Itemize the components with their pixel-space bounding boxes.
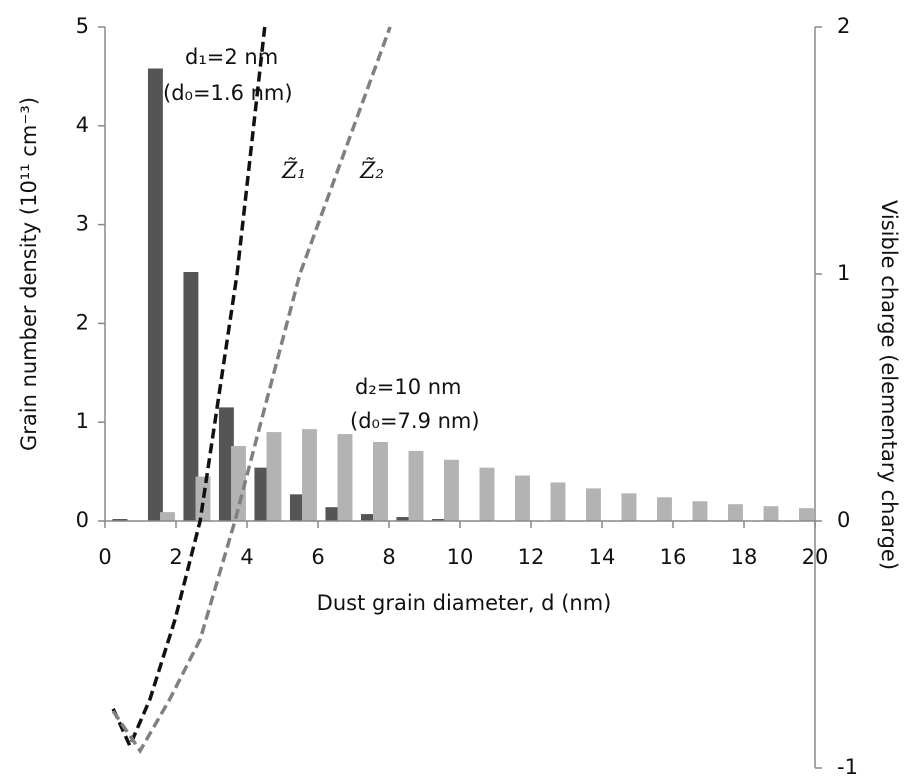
bar	[302, 429, 317, 521]
bar	[160, 512, 175, 521]
bar	[692, 501, 708, 521]
y-tick-label: 2	[76, 310, 89, 334]
bar	[195, 476, 211, 521]
bar	[408, 450, 424, 521]
bar	[444, 459, 459, 521]
y2-tick-label: 2	[837, 14, 850, 38]
bar	[550, 482, 566, 521]
bar	[254, 467, 270, 521]
bar	[231, 445, 246, 521]
x-tick-label: 18	[731, 545, 758, 569]
bar	[799, 508, 814, 521]
y-tick-label: 4	[76, 113, 89, 137]
x-tick-label: 2	[169, 545, 182, 569]
bar	[373, 441, 388, 521]
bar	[431, 519, 447, 521]
x-tick-label: 20	[802, 545, 829, 569]
y2-tick-label: -1	[837, 755, 858, 778]
curve-label: Z̃₁	[281, 158, 306, 184]
bar	[621, 493, 637, 521]
bar	[657, 497, 672, 521]
x-tick-label: 14	[589, 545, 616, 569]
bar	[360, 514, 376, 521]
bar	[218, 407, 234, 521]
annotation: (d₀=7.9 nm)	[350, 409, 480, 433]
x-tick-label: 4	[240, 545, 253, 569]
bar	[183, 272, 199, 521]
y2-tick-label: 1	[837, 261, 850, 285]
bar	[325, 507, 341, 521]
y-axis-label: Grain number density (10¹¹ cm⁻³)	[17, 97, 41, 451]
y-tick-label: 0	[76, 508, 89, 532]
x-axis-label: Dust grain diameter, d (nm)	[317, 591, 612, 615]
charge-curve	[111, 26, 392, 755]
bar	[515, 475, 530, 521]
x-tick-label: 8	[382, 545, 395, 569]
y-tick-label: 5	[76, 14, 89, 38]
bar	[112, 519, 128, 521]
y-tick-label: 3	[76, 212, 89, 236]
bar	[337, 434, 353, 521]
x-tick-label: 16	[660, 545, 687, 569]
x-tick-label: 10	[447, 545, 474, 569]
y-tick-label: 1	[76, 409, 89, 433]
y2-tick-label: 0	[837, 508, 850, 532]
y2-axis-label: Visible charge (elementary charge)	[877, 200, 901, 570]
curve-label: Z̃₂	[359, 158, 384, 184]
annotation: d₁=2 nm	[185, 45, 278, 69]
bar	[586, 488, 601, 521]
bar	[147, 68, 163, 521]
bar	[728, 504, 743, 521]
bar	[266, 432, 282, 521]
bar	[396, 517, 412, 521]
bar	[479, 467, 495, 521]
charge-curve	[111, 26, 267, 751]
x-tick-label: 6	[311, 545, 324, 569]
bar	[763, 506, 779, 521]
x-tick-label: 0	[98, 545, 111, 569]
bar	[289, 494, 305, 521]
annotation: (d₀=1.6 nm)	[163, 81, 293, 105]
x-tick-label: 12	[518, 545, 545, 569]
annotation: d₂=10 nm	[355, 375, 462, 399]
